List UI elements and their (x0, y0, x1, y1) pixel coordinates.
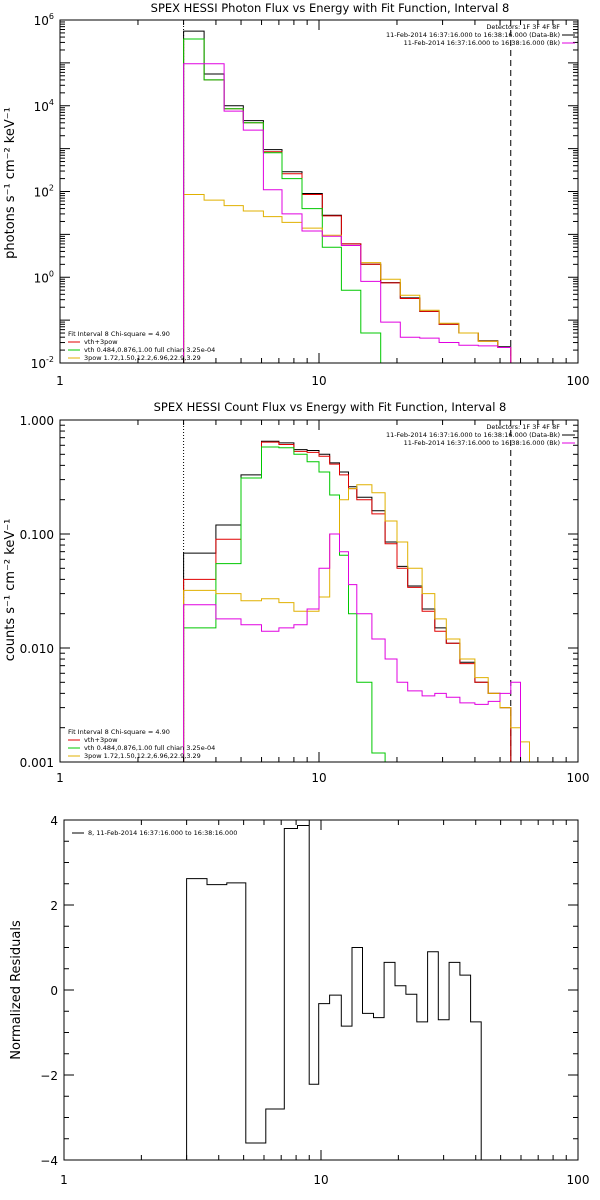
panel-1-header-bk: 11-Feb-2014 16:37:16.000 to 16:38:16.000… (404, 39, 560, 47)
panel-2-xtick-label: 100 (567, 771, 590, 785)
panel-1-header-data: 11-Feb-2014 16:37:16.000 to 16:38:16.000… (386, 31, 560, 39)
panel-2-header-data: 11-Feb-2014 16:37:16.000 to 16:38:16.000… (386, 431, 560, 439)
panel-2-xtick-label: 10 (311, 771, 326, 785)
panel-3-ytick-label: 4 (50, 814, 58, 828)
panel-3-xtick-label: 1 (60, 1173, 68, 1187)
panel-2-fit-item-2: vth 0.484,0.876,1.00 full chian 3.25e-04 (84, 744, 215, 752)
panel-1-series-bk (183, 63, 512, 363)
panel-3-xtick-label: 10 (313, 1173, 328, 1187)
panel-2-fit-item-1: vth+3pow (84, 736, 118, 744)
panel-1-ytick-label: 104 (34, 98, 54, 114)
panel-1-series-3pow (183, 194, 512, 363)
panel-1-series-vth-3pow (183, 38, 512, 363)
panel-1-ytick-label: 102 (34, 184, 54, 200)
panel-1-frame (59, 19, 579, 364)
panel-1-y-axis-label: photons s⁻¹ cm⁻² keV⁻¹ (3, 107, 18, 259)
panel-1-xtick-label: 1 (56, 374, 64, 388)
residuals-panel: Normalized Residuals 1 10 100 −4 −2 0 2 4 8, 11… (9, 814, 589, 1187)
panel-2-series-vth-3pow (183, 441, 512, 762)
panel-2-header-legend: Detectors: 1F 3F 4F 8F 11-Feb-2014 16:37… (386, 423, 575, 447)
panel-2-fit-item-3: 3pow 1.72,1.50,12.2,6.96,22.9,3.29 (84, 752, 201, 760)
panel-2-series-vth (183, 446, 408, 763)
panel-3-frame (63, 819, 579, 1161)
panel-2-header-bk: 11-Feb-2014 16:37:16.000 to 16:38:16.000… (404, 439, 560, 447)
panel-3-legend: 8, 11-Feb-2014 16:37:16.000 to 16:38:16.… (72, 829, 237, 837)
panel-2-xtick-label: 1 (56, 771, 64, 785)
panel-1-xtick-label: 100 (567, 374, 590, 388)
panel-1-header-detectors: Detectors: 1F 3F 4F 8F (486, 23, 560, 31)
panel-1-ytick-label: 106 (34, 12, 54, 28)
panel-1-fit-item-3: 3pow 1.72,1.50,12.2,6.96,22.9,3.29 (84, 354, 201, 362)
panel-1-fit-legend: Fit Interval 8 Chi-square = 4.90 vth+3po… (68, 330, 215, 362)
panel-3-ytick-label: 0 (50, 984, 58, 998)
count-flux-panel: SPEX HESSI Count Flux vs Energy with Fit… (3, 400, 589, 785)
panel-2-title: SPEX HESSI Count Flux vs Energy with Fit… (154, 400, 507, 414)
panel-1-title: SPEX HESSI Photon Flux vs Energy with Fi… (151, 1, 510, 15)
panel-1-fit-title: Fit Interval 8 Chi-square = 4.90 (68, 330, 170, 338)
panel-3-y-axis-label: Normalized Residuals (9, 920, 24, 1060)
panel-2-header-detectors: Detectors: 1F 3F 4F 8F (486, 423, 560, 431)
panel-2-ytick-label: 0.001 (20, 756, 54, 770)
panel-2-ytick-label: 0.100 (20, 528, 54, 542)
panel-2-ytick-label: 0.010 (20, 642, 54, 656)
panel-2-series-3pow (183, 484, 538, 763)
panel-2-fit-legend: Fit Interval 8 Chi-square = 4.90 vth+3po… (68, 728, 215, 760)
panel-3-ytick-label: −2 (40, 1069, 58, 1083)
panel-3-ytick-label: 2 (50, 899, 58, 913)
panel-2-series-data-bk (183, 440, 512, 762)
photon-flux-panel: SPEX HESSI Photon Flux vs Energy with Fi… (3, 1, 589, 388)
panel-3-series-residual (186, 825, 493, 1161)
panel-2-ytick-label: 1.000 (20, 414, 54, 428)
panel-1-xtick-label: 10 (311, 374, 326, 388)
panel-1-ytick-label: 100 (34, 269, 54, 285)
panel-2-y-axis-label: counts s⁻¹ cm⁻² keV⁻¹ (3, 519, 18, 662)
panel-3-legend-text: 8, 11-Feb-2014 16:37:16.000 to 16:38:16.… (88, 829, 237, 837)
panel-2-series-bk (183, 533, 521, 762)
panel-3-ytick-label: −4 (40, 1154, 58, 1168)
panel-3-xtick-label: 100 (567, 1173, 590, 1187)
panel-1-series-vth (183, 38, 511, 364)
panel-1-series-data-bk (183, 30, 512, 363)
panel-1-ytick-label: 10-2 (31, 355, 54, 371)
panel-1-fit-item-1: vth+3pow (84, 338, 118, 346)
panel-2-fit-title: Fit Interval 8 Chi-square = 4.90 (68, 728, 170, 736)
panel-1-header-legend: Detectors: 1F 3F 4F 8F 11-Feb-2014 16:37… (386, 23, 575, 47)
panel-1-fit-item-2: vth 0.484,0.876,1.00 full chian 3.25e-04 (84, 346, 215, 354)
